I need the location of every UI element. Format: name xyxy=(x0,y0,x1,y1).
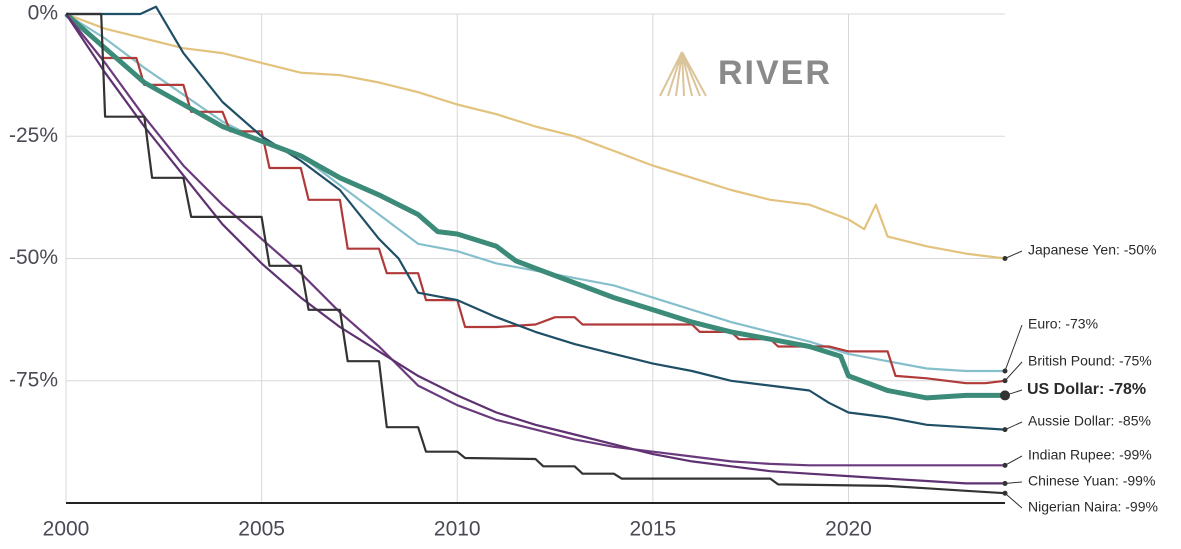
series-line xyxy=(66,5,1006,431)
end-dot xyxy=(1002,378,1008,384)
series-line xyxy=(66,12,1006,495)
y-tick-label: -25% xyxy=(9,124,58,147)
x-tick-label: 2010 xyxy=(434,518,481,541)
series-line xyxy=(65,13,1005,373)
x-tick-label: 2000 xyxy=(43,518,90,541)
leader-line xyxy=(1004,455,1023,466)
leader-line xyxy=(1004,361,1023,382)
leader-line xyxy=(1004,250,1023,259)
series-line xyxy=(65,12,1006,260)
end-dot xyxy=(1002,427,1008,433)
end-dot xyxy=(1002,480,1008,486)
series-label: Euro: -73% xyxy=(1028,316,1098,332)
end-dot xyxy=(1000,390,1010,401)
end-dot xyxy=(1002,256,1008,261)
series-label: US Dollar: -78% xyxy=(1027,381,1146,398)
series-line xyxy=(65,13,1006,385)
end-dot xyxy=(1002,368,1008,374)
series-label: Aussie Dollar: -85% xyxy=(1028,413,1151,429)
end-dot xyxy=(1002,490,1008,496)
series-label: Indian Rupee: -99% xyxy=(1028,447,1152,463)
watermark: RIVER xyxy=(718,54,832,92)
logo xyxy=(659,51,707,97)
leader-line xyxy=(1004,481,1023,484)
series-label: British Pound: -75% xyxy=(1028,353,1152,369)
series-line xyxy=(64,12,1005,401)
leader-line xyxy=(1004,492,1023,509)
series-line xyxy=(65,13,1005,467)
series-label: Chinese Yuan: -99% xyxy=(1028,473,1155,489)
y-tick-label: -50% xyxy=(9,246,58,269)
end-dot xyxy=(1002,462,1008,468)
series-line xyxy=(65,13,1005,485)
x-tick-label: 2020 xyxy=(825,518,872,541)
y-tick-label: 0% xyxy=(28,2,58,25)
x-tick-label: 2015 xyxy=(630,518,677,541)
leader-line xyxy=(1004,324,1023,372)
leader-line xyxy=(1004,421,1023,431)
y-tick-label: -75% xyxy=(9,368,58,391)
series-label: Nigerian Naira: -99% xyxy=(1028,499,1158,515)
series-label: Japanese Yen: -50% xyxy=(1028,242,1156,258)
x-tick-label: 2005 xyxy=(238,518,285,541)
